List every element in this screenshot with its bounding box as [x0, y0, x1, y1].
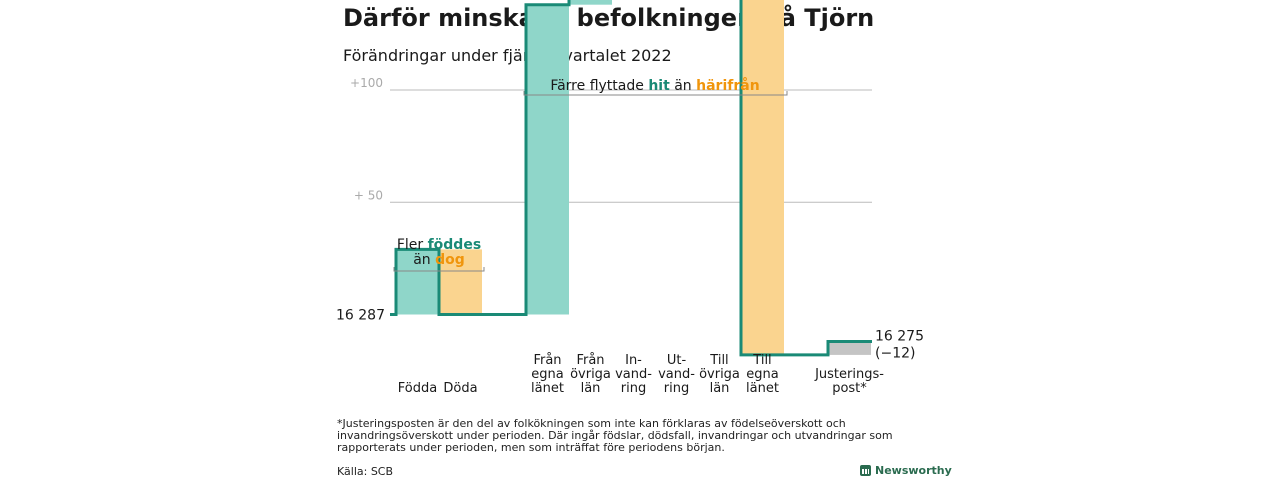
waterfall-bar: [569, 0, 612, 5]
category-label: Från: [533, 353, 561, 368]
category-label: län: [581, 381, 601, 396]
waterfall-bar: [526, 4, 569, 315]
category-label: Döda: [443, 381, 477, 396]
chart-title: Därför minskade befolkningen på Tjörn: [343, 4, 875, 32]
category-label: län: [710, 381, 730, 396]
category-label: ring: [621, 381, 646, 396]
category-label: övriga: [570, 367, 611, 382]
newsworthy-icon: [860, 465, 871, 476]
category-label: Ut-: [667, 353, 687, 368]
gridlines: [390, 89, 872, 203]
waterfall-bar: [828, 341, 871, 355]
start-value-label: 16 287: [336, 308, 385, 324]
category-label: länet: [746, 381, 779, 396]
chart-subtitle: Förändringar under fjärde kvartalet 2022: [343, 46, 672, 65]
y-tick-label: +100: [350, 76, 383, 90]
category-label: Justerings-: [814, 367, 884, 382]
annotation-bracket-births: [393, 267, 485, 272]
end-value-label: 16 275: [875, 328, 924, 344]
waterfall-bar: [396, 249, 439, 315]
category-label: Från: [576, 353, 604, 368]
category-label: länet: [531, 381, 564, 396]
brand-name: Newsworthy: [875, 464, 952, 477]
category-label: vand-: [658, 367, 695, 382]
cumulative-step-line: [390, 0, 872, 357]
category-label: vand-: [615, 367, 652, 382]
waterfall-bar: [439, 249, 482, 315]
category-label: egna: [746, 367, 778, 382]
annotation-births-line2: än dog: [413, 252, 465, 268]
brand-logo: Newsworthy: [860, 464, 952, 477]
waterfall-bar: [741, 0, 784, 355]
annotation-migration: Färre flyttade hit än härifrån: [550, 77, 759, 94]
category-label: övriga: [699, 367, 740, 382]
y-tick-label: + 50: [354, 188, 383, 202]
bars: [396, 0, 871, 355]
category-label: Till: [709, 353, 728, 368]
source-label: Källa: SCB: [337, 465, 394, 478]
category-label: Födda: [398, 381, 437, 396]
footnote: *Justeringsposten är den del av folkökni…: [337, 417, 893, 454]
category-label: ring: [664, 381, 689, 396]
annotation-births-line1: Fler föddes: [397, 237, 481, 253]
end-change-label: (−12): [875, 345, 915, 361]
category-label: In-: [625, 353, 642, 368]
category-label: egna: [531, 367, 563, 382]
step-lines: [390, 0, 872, 357]
annotation-bracket-migration: [523, 91, 788, 96]
category-label: post*: [832, 381, 867, 396]
category-label: Till: [752, 353, 771, 368]
